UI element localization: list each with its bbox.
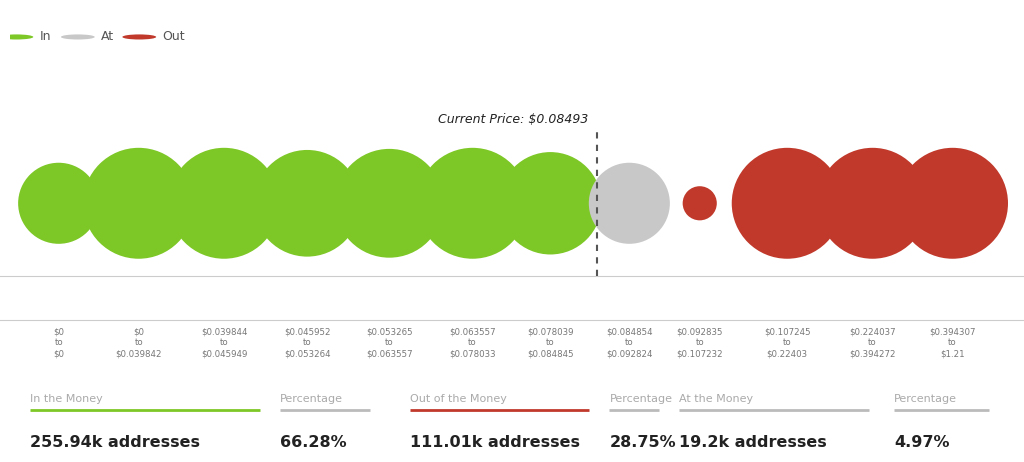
Text: $0.078039
to
$0.084845: $0.078039 to $0.084845 — [527, 328, 573, 359]
Text: Out of the Money: Out of the Money — [410, 395, 507, 405]
Text: Out: Out — [163, 30, 185, 43]
Text: In the Money: In the Money — [31, 395, 103, 405]
Circle shape — [254, 150, 360, 256]
Circle shape — [0, 34, 33, 39]
Circle shape — [897, 148, 1008, 259]
Text: $0.107245
to
$0.22403: $0.107245 to $0.22403 — [764, 328, 811, 359]
Circle shape — [817, 148, 928, 259]
Circle shape — [18, 163, 99, 244]
Text: 19.2k addresses: 19.2k addresses — [679, 436, 827, 450]
Text: 111.01k addresses: 111.01k addresses — [410, 436, 580, 450]
Circle shape — [683, 186, 717, 220]
Circle shape — [83, 148, 195, 259]
Circle shape — [335, 149, 443, 258]
Text: $0.084854
to
$0.092824: $0.084854 to $0.092824 — [606, 328, 652, 359]
Circle shape — [61, 34, 94, 39]
Text: $0
to
$0.039842: $0 to $0.039842 — [116, 328, 162, 359]
Text: $0.394307
to
$1.21: $0.394307 to $1.21 — [930, 328, 976, 359]
Circle shape — [169, 148, 280, 259]
Text: 255.94k addresses: 255.94k addresses — [31, 436, 201, 450]
Text: $0.224037
to
$0.394272: $0.224037 to $0.394272 — [849, 328, 896, 359]
Circle shape — [123, 34, 157, 39]
Text: $0.092835
to
$0.107232: $0.092835 to $0.107232 — [677, 328, 723, 359]
Text: Current Price: $0.08493: Current Price: $0.08493 — [438, 114, 589, 127]
Text: In: In — [39, 30, 51, 43]
Text: Percentage: Percentage — [280, 395, 343, 405]
Text: Percentage: Percentage — [609, 395, 673, 405]
Text: At: At — [100, 30, 114, 43]
Circle shape — [500, 152, 602, 255]
Text: $0.039844
to
$0.045949: $0.039844 to $0.045949 — [201, 328, 247, 359]
Circle shape — [589, 163, 670, 244]
Text: 4.97%: 4.97% — [894, 436, 949, 450]
Circle shape — [732, 148, 843, 259]
Text: 66.28%: 66.28% — [280, 436, 346, 450]
Text: $0.053265
to
$0.063557: $0.053265 to $0.063557 — [366, 328, 413, 359]
Text: At the Money: At the Money — [679, 395, 754, 405]
Circle shape — [417, 148, 528, 259]
Text: 28.75%: 28.75% — [609, 436, 676, 450]
Text: Percentage: Percentage — [894, 395, 957, 405]
Text: $0.063557
to
$0.078033: $0.063557 to $0.078033 — [450, 328, 496, 359]
Text: $0.045952
to
$0.053264: $0.045952 to $0.053264 — [284, 328, 331, 359]
Text: $0
to
$0: $0 to $0 — [53, 328, 65, 359]
